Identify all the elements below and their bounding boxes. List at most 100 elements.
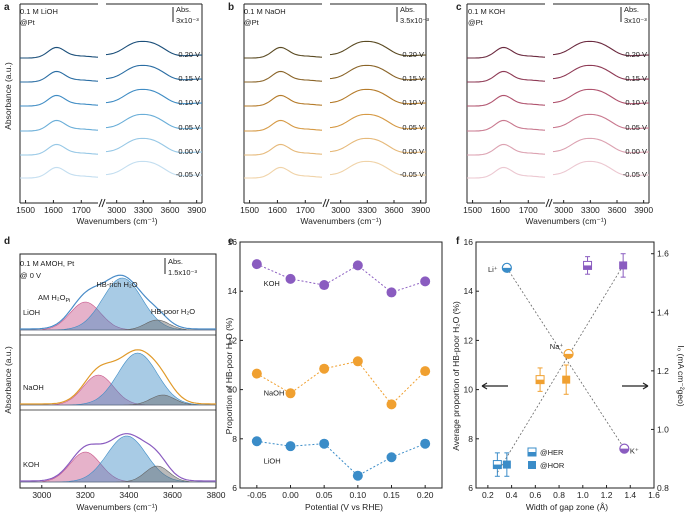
panel-b-potential-label-5: -0.05 V — [400, 170, 424, 179]
panel-e-series-label-NaOH: NaOH — [264, 389, 285, 398]
panel-b-potential-label-0: 0.20 V — [402, 50, 424, 59]
panel-f-ytick-label-left: 16 — [464, 237, 474, 247]
panel-b-title: 0.1 M NaOH — [244, 7, 286, 16]
panel-d-component-label-am-sub: Pi — [66, 298, 71, 304]
panel-c-xtick-label: 1600 — [491, 205, 510, 215]
panel-c-spectrum-right-0 — [552, 40, 649, 57]
panel-c-title: 0.1 M KOH — [468, 7, 505, 16]
panel-b-spectrum-right-1 — [329, 64, 426, 81]
panel-a-spectrum-left-5 — [20, 166, 99, 179]
panel-e-ytick-label: 12 — [228, 335, 238, 345]
panel-f-her-point-marker-fill — [493, 464, 502, 469]
panel-e-xtick-label: 0.00 — [282, 490, 299, 500]
panel-a-spectrum-right-2 — [105, 88, 202, 105]
panel-d-xtick-label: 3800 — [207, 490, 226, 500]
panel-d-xtick-label: 3400 — [119, 490, 138, 500]
panel-f-ylabel-left: Average proportion of HB-poor H₂O (%) — [451, 301, 461, 451]
panel-c-xtick-label: 1700 — [519, 205, 538, 215]
panel-c-xtick-label: 3000 — [554, 205, 573, 215]
panel-d-title: 0.1 M AMOH, Pt — [20, 259, 75, 268]
panel-letter-d: d — [4, 236, 10, 247]
panel-d-scale-label: Abs. — [168, 257, 183, 266]
panel-c-potential-label-1: 0.15 V — [625, 74, 647, 83]
panel-a-spectrum-left-0 — [20, 46, 99, 59]
panel-f-xtick-label: 1.0 — [577, 490, 589, 500]
panel-b-spectrum-left-2 — [244, 94, 323, 107]
panel-e-point-LiOH — [319, 438, 330, 449]
panel-a-axis-break — [98, 198, 106, 208]
panel-d-stack-label-0: LiOH — [23, 308, 40, 317]
panel-d-frame — [19, 253, 217, 489]
panel-f-cation-point-fill — [564, 353, 574, 359]
panel-b-spectrum-right-2 — [329, 88, 426, 105]
panel-e-point-LiOH — [352, 470, 363, 481]
panel-f-xtick-label: 0.4 — [506, 490, 518, 500]
panel-a-spectrum-right-5 — [105, 160, 202, 177]
panel-e-line-KOH — [256, 263, 426, 293]
panel-e-series-label-KOH: KOH — [264, 279, 280, 288]
panel-d-component-0-2 — [20, 319, 216, 331]
panel-a-xtick-label: 1600 — [44, 205, 63, 215]
panel-f-cation-point-fill — [619, 448, 629, 454]
panel-d-envelope-0 — [20, 274, 216, 330]
panel-f-arrow-left — [481, 382, 508, 390]
panel-f-ylabel-right: I₀ (mA cm⁻²geo) — [676, 345, 685, 407]
panel-b-spectrum-right-0 — [329, 40, 426, 57]
panel-a-spectrum-right-1 — [105, 64, 202, 81]
panel-e-ytick-label: 14 — [228, 286, 238, 296]
panel-a-xtick-label: 1500 — [16, 205, 35, 215]
panel-d-stack-label-2: KOH — [23, 460, 39, 469]
panel-a-potential-label-2: 0.10 V — [178, 98, 200, 107]
panel-b-spectrum-left-0 — [244, 46, 323, 59]
panel-letter-f: f — [456, 236, 460, 247]
panel-e-point-NaOH — [352, 356, 363, 367]
panel-d-subtitle: @ 0 V — [20, 271, 41, 280]
panel-f-frame — [475, 241, 655, 489]
panel-c-xtick-label: 1500 — [463, 205, 482, 215]
panel-c-spectrum-right-3 — [552, 113, 649, 130]
panel-e-xtick-label: 0.05 — [316, 490, 333, 500]
panel-b-scale-value: 3.5x10⁻³ — [400, 16, 429, 25]
panel-letter-e: e — [228, 236, 234, 247]
panel-e-xtick-label: 0.10 — [350, 490, 367, 500]
panel-a-spectrum-right-0 — [105, 40, 202, 57]
panel-d-scale-value: 1.5x10⁻³ — [168, 268, 197, 277]
panel-c-scale-value: 3x10⁻³ — [624, 16, 647, 25]
panel-f-ytick-label-left: 8 — [468, 434, 473, 444]
panel-a-xtick-label: 3000 — [107, 205, 126, 215]
panel-f-her-point-marker-fill — [536, 379, 545, 384]
panel-e-point-NaOH — [386, 399, 397, 410]
panel-e-point-KOH — [319, 280, 330, 291]
panel-a-potential-label-0: 0.20 V — [178, 50, 200, 59]
panel-b-spectrum-left-1 — [244, 70, 323, 83]
panel-e-ytick-label: 16 — [228, 237, 238, 247]
panel-f-cation-point-fill — [502, 267, 512, 273]
panel-f-ytick-label-right: 1.6 — [657, 249, 669, 259]
panel-a-xtick-label: 3600 — [161, 205, 180, 215]
panel-d-xtick-label: 3000 — [32, 490, 51, 500]
panel-b-xlabel: Wavenumbers (cm⁻¹) — [300, 216, 381, 226]
panel-f-cation-label: Na⁺ — [550, 342, 564, 351]
panel-a-spectrum-left-2 — [20, 94, 99, 107]
panel-c-spectrum-left-1 — [467, 70, 546, 83]
panel-b-spectrum-right-4 — [329, 137, 426, 154]
panel-b-spectrum-left-5 — [244, 166, 323, 179]
panel-e-xtick-label: 0.20 — [417, 490, 434, 500]
panel-d-component-1-2 — [20, 394, 216, 406]
panel-e-point-KOH — [285, 273, 296, 284]
panel-e-line-LiOH — [256, 440, 426, 477]
panel-c-scale-label: Abs. — [624, 5, 639, 14]
panel-f-xtick-label: 1.2 — [601, 490, 613, 500]
panel-a-xtick-label: 3300 — [134, 205, 153, 215]
panel-b-spectrum-right-3 — [329, 113, 426, 130]
panel-f-ytick-label-right: 1.4 — [657, 307, 669, 317]
panel-a-spectrum-right-4 — [105, 137, 202, 154]
panel-d-component-label-hbpoor: HB-poor H₂O — [151, 307, 195, 316]
panel-f-xtick-label: 1.6 — [648, 490, 660, 500]
panel-e-point-KOH — [251, 259, 262, 270]
panel-letter-a: a — [4, 2, 10, 13]
panel-e-xlabel: Potential (V vs RHE) — [305, 502, 383, 512]
panel-c-spectrum-right-2 — [552, 88, 649, 105]
panel-e-point-LiOH — [251, 436, 262, 447]
panel-f-cation-label: Li⁺ — [488, 265, 498, 274]
